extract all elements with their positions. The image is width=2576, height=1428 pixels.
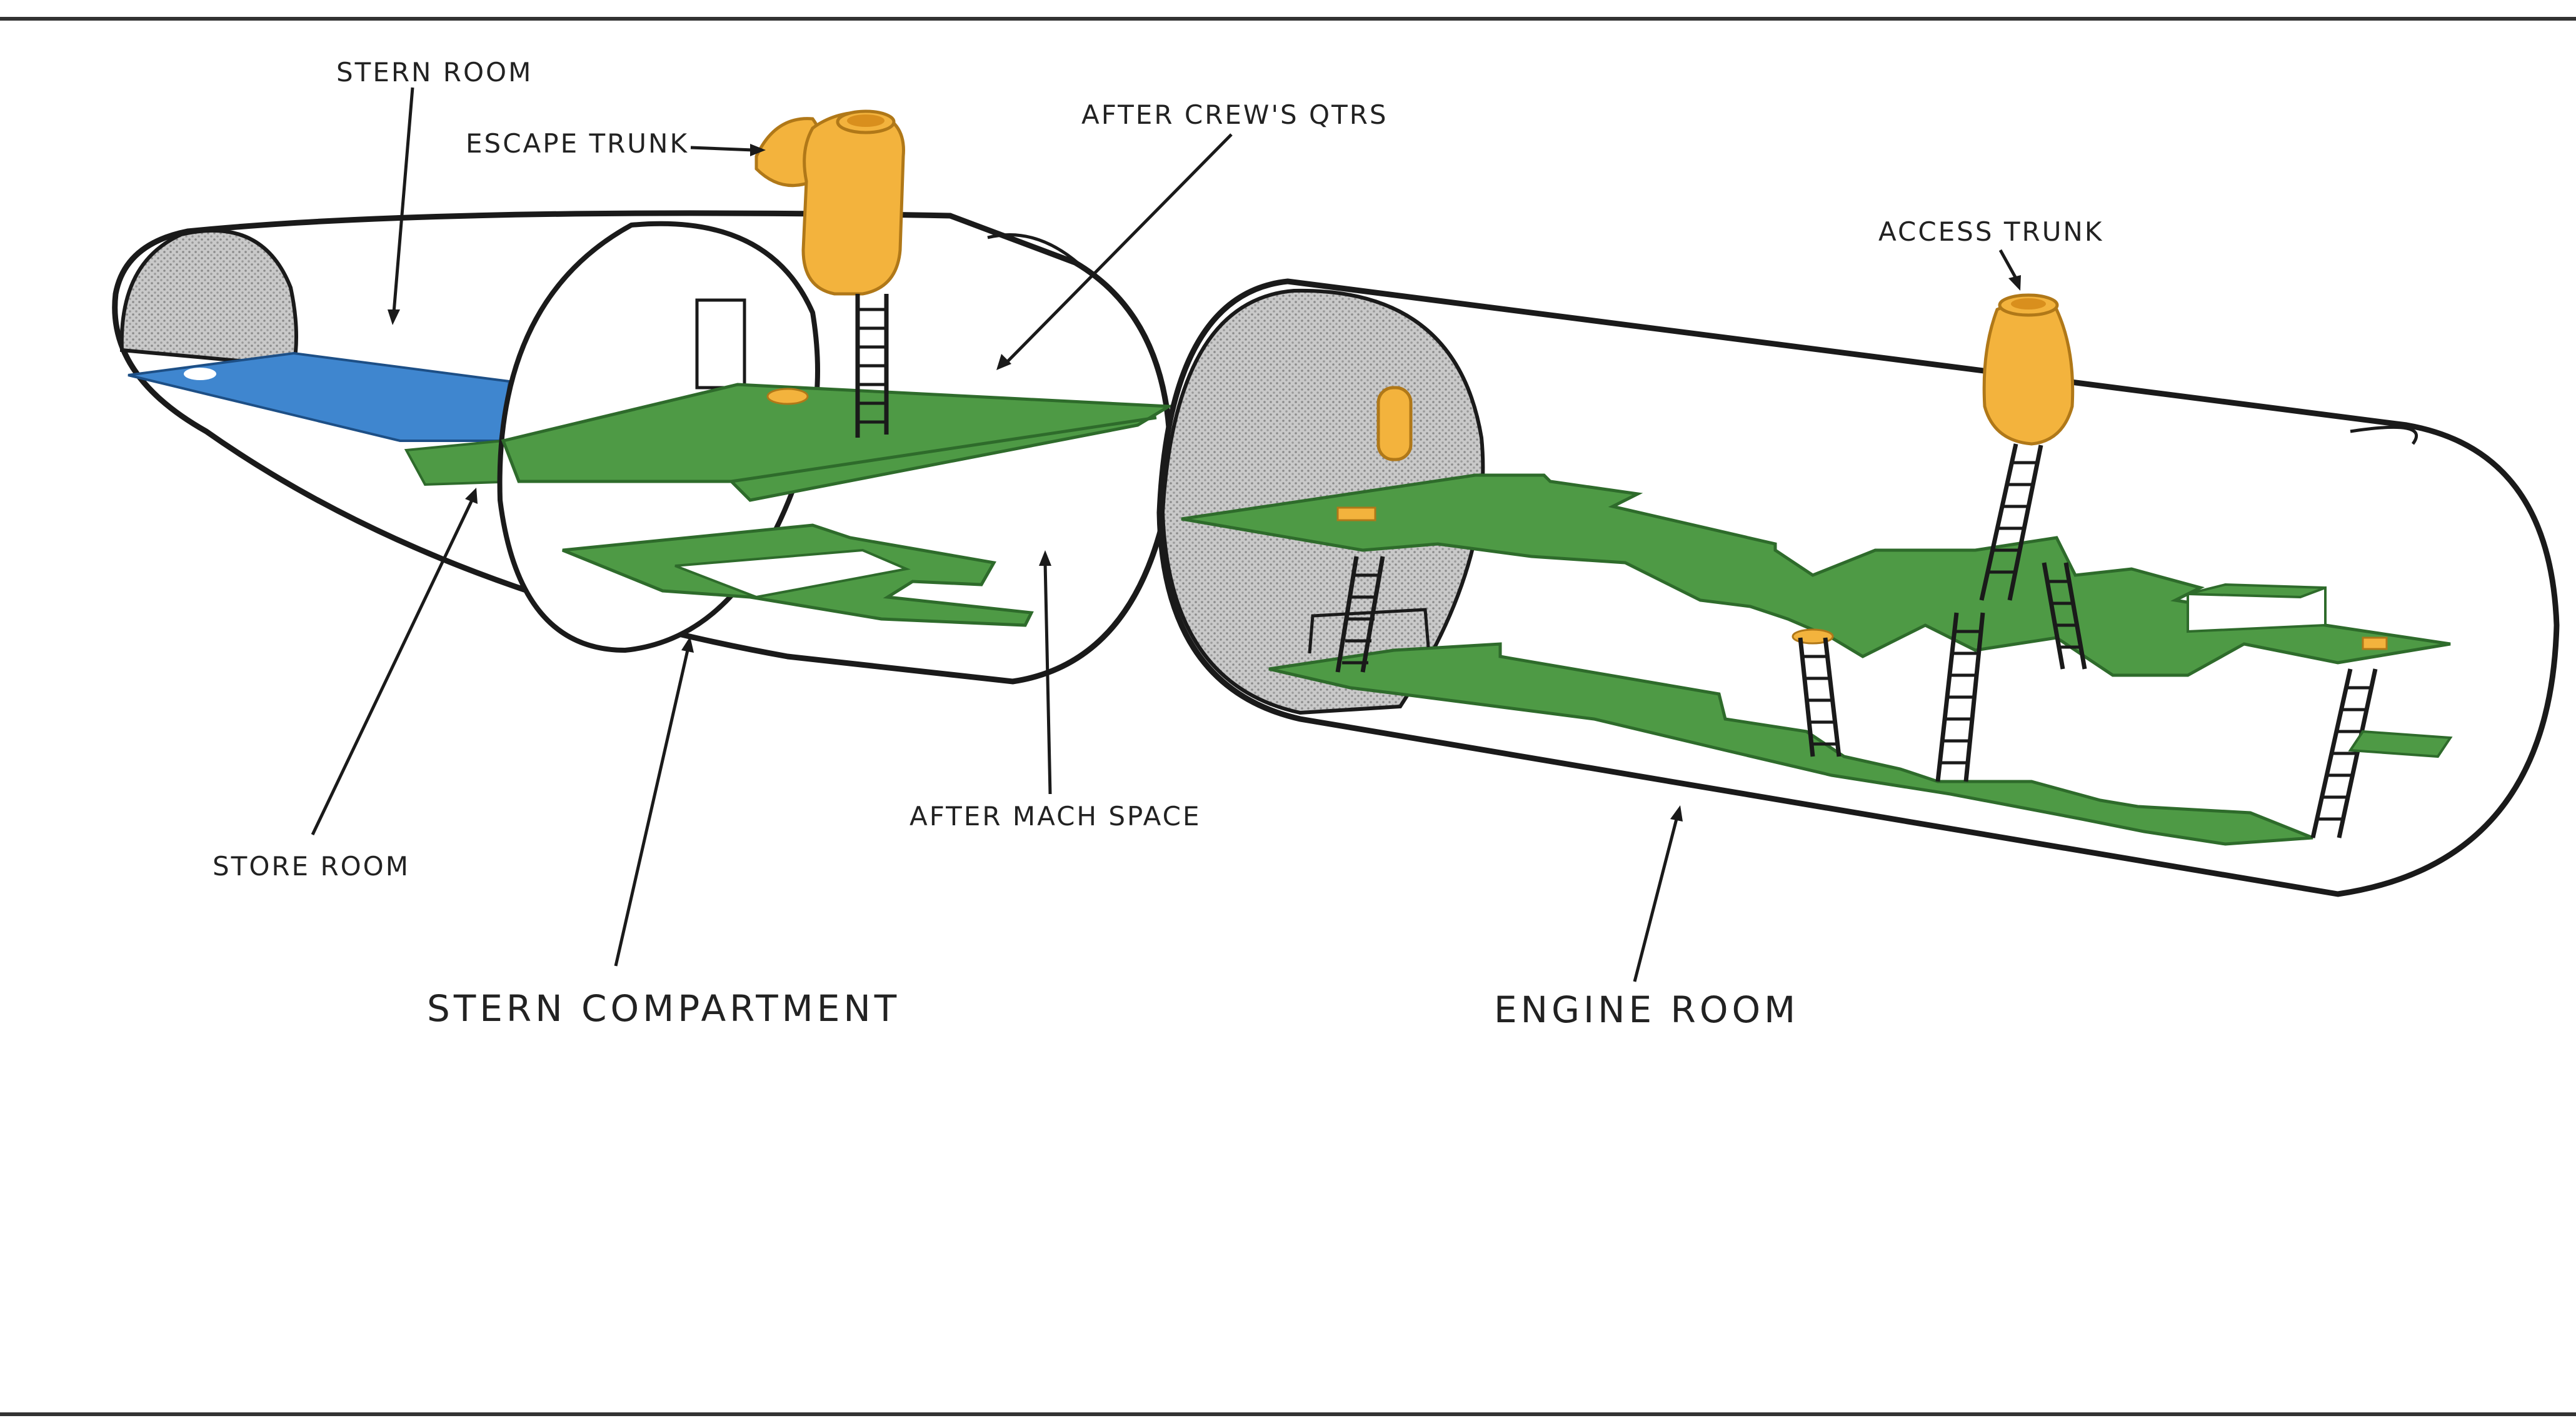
tank-highlight [184, 368, 216, 380]
escape-trunk-ladder [855, 294, 889, 438]
aft-ladder [2310, 668, 2378, 838]
raised-platform-top [2187, 583, 2326, 599]
center-ladder [1935, 612, 1985, 782]
stern-end-section [119, 228, 298, 368]
engine-room-door [1376, 386, 1413, 461]
stern-compartment-hull [112, 109, 1175, 685]
label-store-room: STORE ROOM [213, 851, 410, 882]
aft-lower-deck [2348, 730, 2453, 758]
label-engine-room: ENGINE ROOM [1494, 988, 1799, 1031]
bulkhead-door [695, 298, 746, 390]
aft-upper-ladder [2042, 562, 2087, 670]
mach-space-opening [674, 548, 911, 599]
access-trunk-ladder [1979, 443, 2043, 601]
deck-hatch [766, 388, 809, 405]
mid-ladder [1798, 637, 1842, 757]
label-after-crews-qtrs: AFTER CREW'S QTRS [1081, 99, 1388, 130]
mid-hatch [1792, 628, 1834, 645]
engine-room-hull [1156, 278, 2560, 897]
engine-room-upper-deck [1181, 473, 2451, 677]
after-crews-qtrs-deck [501, 383, 1175, 502]
deck-seam [731, 416, 1157, 483]
stern-forward-rim [987, 233, 1086, 270]
leader-lines [311, 87, 2021, 982]
label-stern-room: STERN ROOM [336, 57, 533, 88]
label-stern-compartment: STERN COMPARTMENT [427, 987, 900, 1030]
engine-room-aft-rim [2350, 425, 2418, 445]
aft-hatch [2362, 636, 2388, 650]
label-access-trunk: ACCESS TRUNK [1878, 216, 2103, 247]
label-after-mach-space: AFTER MACH SPACE [910, 801, 1201, 832]
access-trunk [1982, 293, 2075, 446]
label-escape-trunk: ESCAPE TRUNK [466, 128, 689, 159]
engine-room-hatch [1336, 506, 1376, 521]
forward-ladder-railing [1308, 608, 1430, 654]
engine-room-lower-deck [1268, 642, 2313, 846]
escape-trunk [754, 109, 905, 296]
